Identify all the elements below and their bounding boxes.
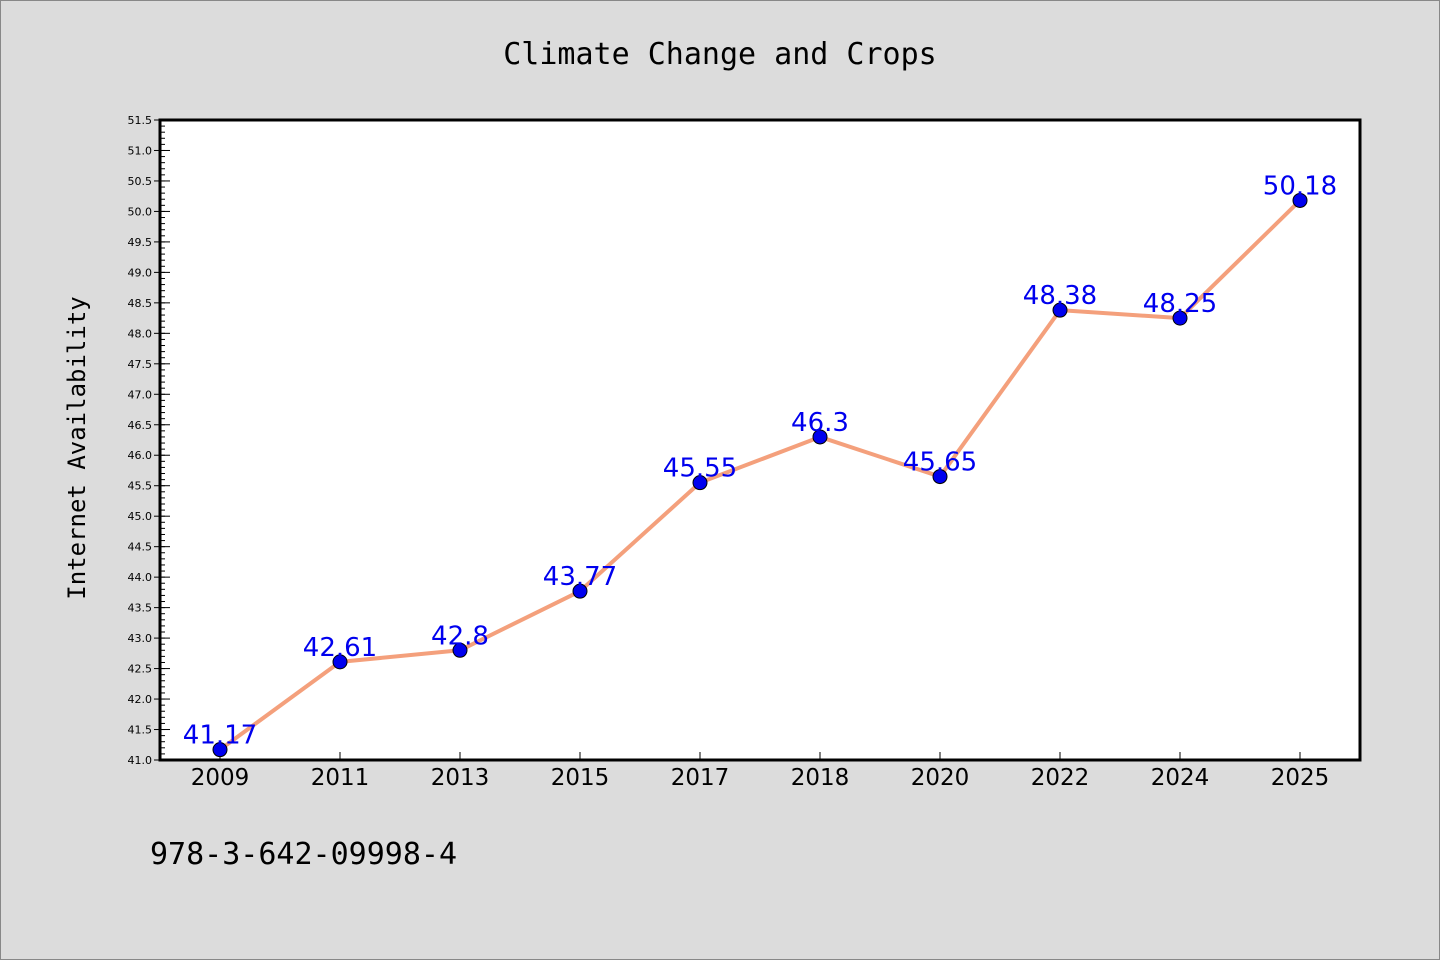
- data-point-marker: [692, 475, 708, 491]
- y-tick-label: 44.0: [128, 571, 153, 584]
- y-tick-label: 46.0: [128, 449, 153, 462]
- data-point-label: 45.65: [903, 448, 977, 478]
- y-tick-label: 49.5: [128, 236, 153, 249]
- data-point-marker: [1292, 192, 1308, 208]
- x-axis-ticks: 2009 2011 2013 2015 2017 2018 2020 2022 2024 2025: [191, 752, 1330, 791]
- plot-area: [160, 120, 1360, 760]
- data-point-label: 46.3: [791, 408, 849, 438]
- data-point-label: 42.8: [431, 621, 489, 651]
- y-tick-label: 48.0: [128, 327, 153, 340]
- data-point-label: 45.55: [663, 454, 737, 484]
- y-tick-label: 45.5: [128, 480, 153, 493]
- series-line: [218, 198, 1302, 752]
- data-point-marker: [1172, 310, 1188, 326]
- x-tick-label: 2020: [911, 765, 970, 791]
- data-markers: [212, 192, 1308, 758]
- plot-frame: [158, 118, 1362, 762]
- y-tick-label: 43.5: [128, 602, 153, 615]
- y-tick-label: 47.0: [128, 388, 153, 401]
- data-point-label: 50.18: [1263, 171, 1337, 201]
- x-tick-label: 2022: [1031, 765, 1090, 791]
- x-tick-label: 2015: [551, 765, 610, 791]
- y-tick-label: 48.5: [128, 297, 153, 310]
- y-tick-label: 50.0: [128, 205, 153, 218]
- y-axis-ticks: 41.0 41.5 42.0 42.5 43.0 43.5 44.0 44.5 45.0 45.5…: [128, 114, 170, 767]
- y-tick-label: 45.0: [128, 510, 153, 523]
- data-point-label: 41.17: [183, 721, 257, 751]
- footer-isbn: 978-3-642-09998-4: [150, 837, 457, 872]
- data-point-label: 48.38: [1023, 281, 1097, 311]
- x-tick-label: 2018: [791, 765, 850, 791]
- x-tick-label: 2009: [191, 765, 250, 791]
- y-tick-label: 50.5: [128, 175, 153, 188]
- y-tick-label: 51.5: [128, 114, 153, 127]
- data-point-marker: [332, 654, 348, 670]
- chart-title: Climate Change and Crops: [503, 37, 936, 72]
- y-axis-label: Internet Availability: [63, 296, 91, 599]
- x-tick-label: 2011: [311, 765, 370, 791]
- x-tick-label: 2025: [1271, 765, 1330, 791]
- y-tick-label: 44.5: [128, 541, 153, 554]
- data-point-label: 43.77: [543, 562, 617, 592]
- data-point-marker: [452, 642, 468, 658]
- y-tick-label: 51.0: [128, 144, 153, 157]
- y-tick-label: 42.0: [128, 693, 153, 706]
- data-point-marker: [572, 583, 588, 599]
- data-point-label: 42.61: [303, 633, 377, 663]
- x-tick-label: 2013: [431, 765, 490, 791]
- x-tick-label: 2024: [1151, 765, 1210, 791]
- y-tick-label: 42.5: [128, 663, 153, 676]
- y-tick-label: 41.0: [128, 754, 153, 767]
- y-tick-label: 41.5: [128, 724, 153, 737]
- y-tick-label: 43.0: [128, 632, 153, 645]
- data-labels: 41.17 42.61 42.8 43.77 45.55 46.3 45.65 48.38 48…: [183, 171, 1337, 750]
- data-point-marker: [212, 742, 228, 758]
- y-tick-label: 49.0: [128, 266, 153, 279]
- x-tick-label: 2017: [671, 765, 730, 791]
- data-point-marker: [1052, 302, 1068, 318]
- data-point-marker: [932, 469, 948, 485]
- y-tick-label: 46.5: [128, 419, 153, 432]
- data-point-label: 48.25: [1143, 289, 1217, 319]
- data-point-marker: [812, 429, 828, 445]
- y-tick-label: 47.5: [128, 358, 153, 371]
